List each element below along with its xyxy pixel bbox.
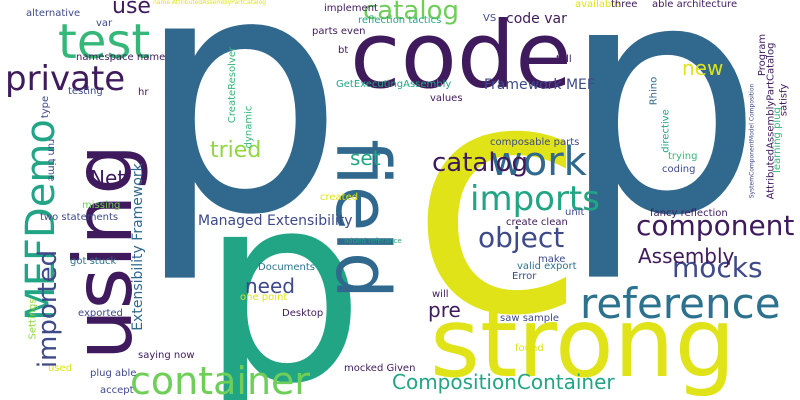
word: directive [662, 109, 672, 152]
word: pre [428, 300, 461, 320]
word: accept [100, 386, 134, 396]
word: saying now [138, 351, 195, 361]
word: trying [668, 152, 697, 162]
word: Settings [29, 298, 39, 339]
word: one point [240, 293, 287, 303]
word: coding [662, 165, 695, 175]
word: use [112, 0, 151, 18]
word: create clean [506, 218, 568, 228]
word: got stuck [70, 257, 116, 267]
word: saw sample [500, 314, 559, 324]
word: new [682, 58, 723, 78]
word: bt [338, 46, 348, 56]
word: var [96, 19, 112, 29]
word: reflection tactics [358, 16, 441, 26]
word: values [430, 94, 463, 104]
word: catalog [432, 150, 528, 176]
word: mocked Given [344, 364, 415, 374]
word: Framework MEF [484, 78, 595, 92]
word: Documents [258, 263, 315, 273]
word: added referance [344, 238, 402, 245]
word: created [320, 193, 358, 203]
word: object [478, 224, 564, 252]
word: imported [35, 250, 61, 368]
word: composable parts [490, 138, 579, 148]
word: type [41, 96, 51, 118]
word: Desktop [282, 309, 323, 319]
word: two statements [40, 213, 118, 223]
word: CreateResolver [228, 47, 238, 123]
word: run time [45, 139, 55, 182]
word: testing [68, 87, 103, 97]
word: Managed Extensibility [198, 214, 353, 228]
word: SystemComponentModel Composition [749, 84, 755, 199]
word: GetExecutingAssembly [336, 80, 451, 90]
word: make [538, 255, 565, 265]
word: able architecture [652, 0, 737, 10]
word: unit [565, 208, 584, 218]
word: implement [324, 4, 378, 14]
word: reference [580, 283, 781, 325]
word: dynamic [244, 106, 254, 149]
word: Net [90, 168, 125, 188]
word: three [611, 0, 637, 10]
word: learning plug [773, 107, 783, 173]
word: found [515, 344, 544, 354]
word: Extensibility Framework [131, 163, 145, 331]
word: exported [78, 309, 123, 319]
word: fancy reflection [650, 209, 728, 219]
word: hr [138, 88, 148, 98]
word: VS [483, 14, 496, 24]
word: code var [506, 12, 567, 26]
word: set [350, 148, 381, 168]
word: alternative [26, 9, 80, 19]
word: tell [556, 55, 572, 65]
word: Error [512, 272, 536, 282]
word: plug able [90, 369, 136, 379]
word: namespace name [76, 53, 165, 63]
word: missing [82, 201, 120, 211]
word: parts even [312, 27, 365, 37]
word: will [432, 290, 449, 300]
word: container [130, 362, 310, 400]
word: used [48, 364, 72, 374]
word: Assembly [638, 246, 734, 266]
word: private [5, 62, 125, 96]
word: CompositionContainer [392, 372, 615, 392]
word: name AttributedAssemblyPartCatalog [153, 0, 266, 6]
word: Rhino [649, 77, 659, 106]
